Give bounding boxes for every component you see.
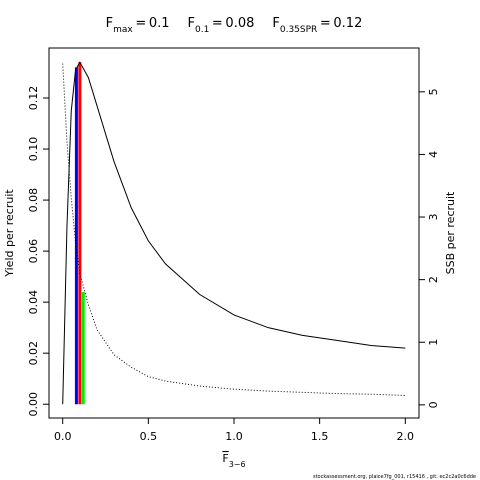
series-line	[62, 63, 406, 396]
series-line	[62, 61, 406, 405]
y2-tick-label: 4	[427, 151, 440, 158]
y-tick-label: 0.08	[27, 188, 40, 213]
x-label-symbol: F	[222, 452, 228, 465]
y2-axis-label: SSB per recruit	[444, 191, 457, 274]
y-tick-label: 0.00	[27, 392, 40, 417]
title-value: 0.08	[225, 16, 254, 31]
footer: stockassessment.org, plaice7fg_001, r154…	[313, 474, 476, 480]
title-equals: =	[133, 16, 149, 31]
x-tick-label: 0.5	[140, 430, 158, 443]
x-tick-label: 1.5	[311, 430, 329, 443]
y2-tick-label: 5	[427, 88, 440, 95]
x-tick-label: 0.0	[54, 430, 72, 443]
y-tick-label: 0.04	[27, 290, 40, 315]
title-symbol: F	[188, 16, 195, 31]
x-axis-label: F3−6	[222, 452, 245, 469]
x-tick-label: 1.0	[225, 430, 243, 443]
title-subscript: 0.35SPR	[280, 25, 317, 35]
title-subscript: 0.1	[195, 25, 209, 35]
title-equals: =	[209, 16, 225, 31]
y-tick-label: 0.02	[27, 341, 40, 366]
y2-tick-label: 1	[427, 339, 440, 346]
x-tick-label: 2.0	[397, 430, 415, 443]
y-tick-label: 0.06	[27, 239, 40, 264]
title-equals: =	[317, 16, 333, 31]
y-tick-label: 0.10	[27, 137, 40, 162]
title-symbol: F	[106, 16, 113, 31]
chart-title: Fmax = 0.1 F0.1 = 0.08 F0.35SPR = 0.12	[106, 16, 363, 35]
title-value: 0.1	[149, 16, 170, 31]
title-value: 0.12	[333, 16, 362, 31]
y2-tick-label: 0	[427, 401, 440, 408]
x-label-subscript: 3−6	[229, 460, 246, 469]
title-symbol: F	[272, 16, 279, 31]
title-subscript: max	[113, 25, 133, 35]
y2-tick-label: 3	[427, 214, 440, 221]
y-axis-label: Yield per recruit	[3, 189, 16, 278]
y-tick-label: 0.12	[27, 86, 40, 111]
y2-tick-label: 2	[427, 276, 440, 283]
